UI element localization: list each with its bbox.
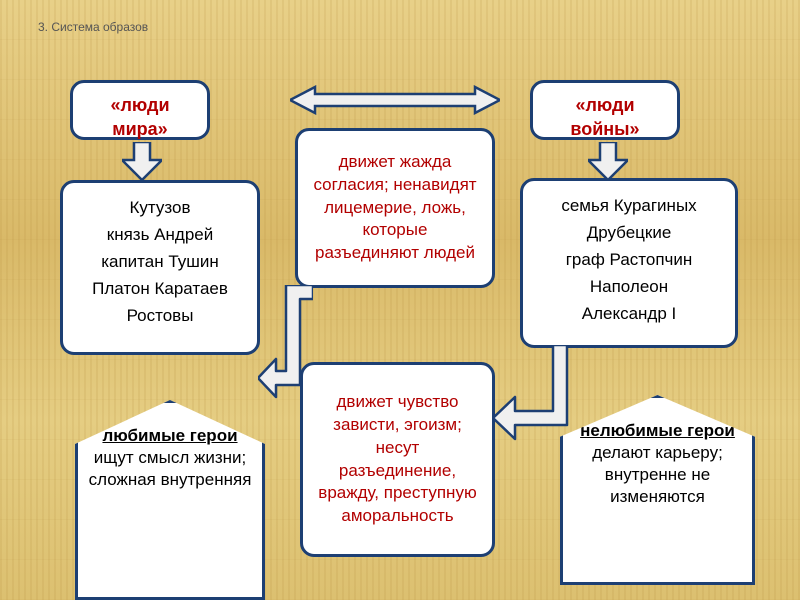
right-hero-title: нелюбимые герои <box>580 421 735 440</box>
right-list-item: семья Курагиных <box>535 195 723 218</box>
left-list-item: Кутузов <box>75 197 245 220</box>
down-arrow-left-icon <box>122 142 162 180</box>
left-hero-title: любимые герои <box>102 426 237 445</box>
down-arrow-right-icon <box>588 142 628 180</box>
left-title-text: «люди мира» <box>110 95 169 139</box>
elbow-arrow-right-icon <box>493 345 578 445</box>
left-list-item: Платон Каратаев <box>75 278 245 301</box>
center-bottom-text: движет чувство зависти, эгоизм; несут ра… <box>315 391 480 529</box>
left-list-box: Кутузов князь Андрей капитан Тушин Платон К… <box>60 180 260 355</box>
elbow-arrow-left-icon <box>258 285 313 400</box>
left-list-item: князь Андрей <box>75 224 245 247</box>
left-hero-text: ищут смысл жизни; сложная внутренняя <box>89 448 252 489</box>
right-title-box: «люди войны» <box>530 80 680 140</box>
right-list-item: Александр I <box>535 303 723 326</box>
left-title-box: «люди мира» <box>70 80 210 140</box>
right-list-item: Наполеон <box>535 276 723 299</box>
right-list-item: Друбецкие <box>535 222 723 245</box>
right-hero-text: делают карьеру; внутренне не изменяются <box>592 443 723 506</box>
double-arrow-icon <box>290 85 500 115</box>
right-list-item: граф Растопчин <box>535 249 723 272</box>
left-list-item: капитан Тушин <box>75 251 245 274</box>
center-top-box: движет жажда согласия; ненавидят лицемер… <box>295 128 495 288</box>
right-list-box: семья Курагиных Друбецкие граф Растопчин На… <box>520 178 738 348</box>
right-title-text: «люди войны» <box>570 95 639 139</box>
left-list-item: Ростовы <box>75 305 245 328</box>
center-top-text: движет жажда согласия; ненавидят лицемер… <box>310 151 480 266</box>
center-bottom-box: движет чувство зависти, эгоизм; несут ра… <box>300 362 495 557</box>
page-title: 3. Система образов <box>38 20 148 34</box>
